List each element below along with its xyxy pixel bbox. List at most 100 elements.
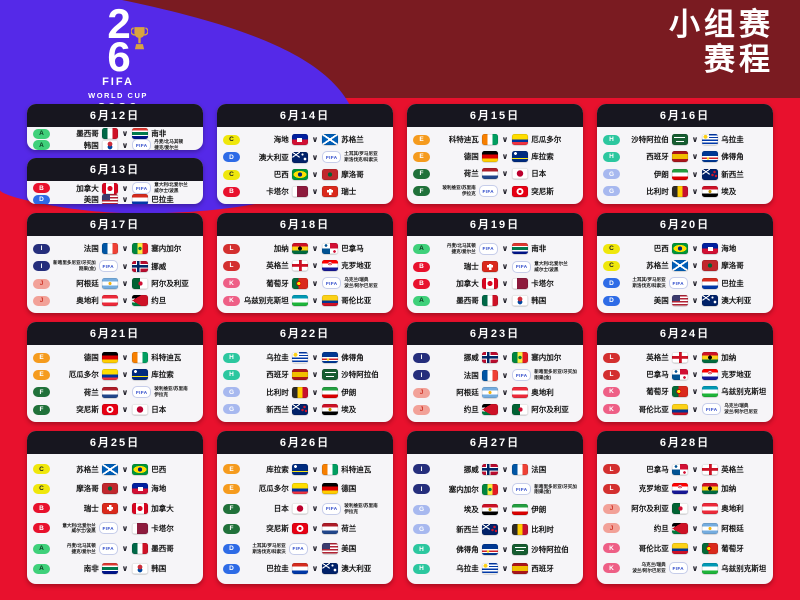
match-row: E 厄瓜多尔 ∨ 库拉索 [33,369,197,380]
group-badge: F [223,523,240,534]
logo-digit-6: 6 [107,32,130,80]
vs-separator: ∨ [121,503,129,513]
team-name: 奥地利 [721,504,744,514]
home-side: 葡萄牙 [623,386,688,397]
team-flag [702,463,719,475]
match-row: G 新西兰 ∨ 埃及 [223,403,387,415]
home-side: 佛得角 [433,543,498,555]
team-flag [671,243,688,254]
team-flag [512,243,529,255]
date-header: 6月25日 [27,431,203,454]
group-badge: G [223,387,240,398]
group-badge: C [33,464,50,475]
group-badge: I [413,352,430,363]
team-flag [481,168,498,179]
home-side: 澳大利亚 [243,151,308,163]
away-side: 瑞士 [322,186,387,197]
home-side: 挪威 [433,352,498,363]
match-row: D 土耳其/罗马尼亚 斯洛伐克/科索沃 FIFA ∨ 美国 [223,542,387,555]
away-side: 巴拉圭 [702,277,767,289]
team-flag [291,134,308,145]
vs-separator: ∨ [691,370,699,379]
home-side: 乌克兰/瑞典 波兰/阿尔巴尼亚 FIFA [623,562,688,575]
playoff-text: 土耳其/罗马尼亚 斯洛伐克/科索沃 [252,543,286,554]
vs-separator: ∨ [691,353,699,362]
match-row: L 巴拿马 ∨ 克罗地亚 [603,369,767,380]
match-row: A 南非 ∨ 韩国 [33,563,197,575]
vs-separator: ∨ [121,279,129,288]
team-name: 乌兹别克斯坦 [243,296,289,305]
card-stack: 6月12日 A 墨西哥 ∨ 南非 A 韩国 ∨ FIFA 丹麦/北马其顿 捷克/爱尔兰 6月13日 B 加… [27,104,203,204]
team-flag [132,563,149,575]
vs-separator: ∨ [691,296,699,305]
team-name: 加纳 [273,244,289,253]
match-row: D 土耳其/罗马尼亚 斯洛伐克/科索沃 FIFA ∨ 巴拉圭 [603,277,767,289]
vs-separator: ∨ [691,504,699,514]
away-side: 美国 [322,543,387,555]
team-flag [101,404,118,415]
team-flag [101,463,118,475]
group-badge: K [603,563,620,574]
vs-separator: ∨ [691,563,699,573]
away-side: 乌兹别克斯坦 [702,386,767,397]
card-body: L 英格兰 ∨ 加纳 L 巴拿马 ∨ 克罗地亚 K 葡萄牙 ∨ 乌兹别克斯坦 K 哥伦比亚 ∨ FIFA 乌克兰… [597,345,773,422]
group-badge: J [33,278,50,289]
match-row: G 埃及 ∨ 伊朗 [413,504,577,516]
team-name: 新西兰 [266,404,289,414]
team-name: 厄瓜多尔 [68,370,99,379]
team-flag [481,523,498,535]
date-card: 6月23日 I 挪威 ∨ 塞内加尔 I 法国 ∨ FIFA 新喀里多尼亚/牙买加 刚果(金) J 阿根廷… [407,322,583,422]
away-side: 埃及 [322,403,387,415]
team-flag [291,243,308,254]
date-header: 6月27日 [407,431,583,454]
playoff-text: 乌克兰/瑞典 波兰/阿尔巴尼亚 [344,277,378,288]
vs-separator: ∨ [691,186,699,196]
away-side: 韩国 [512,295,577,307]
home-side: 新喀里多尼亚/牙买加 刚果(金) FIFA [53,260,118,272]
playoff-text: 意大利/北爱尔兰 威尔士/波黑 [154,182,188,193]
match-row: J 阿根廷 ∨ 奥地利 [413,387,577,398]
team-flag [481,295,498,307]
vs-separator: ∨ [691,464,699,474]
away-side: 奥地利 [512,387,577,398]
team-name: 摩洛哥 [721,261,744,270]
vs-separator: ∨ [121,183,129,193]
home-side: 库拉索 [243,463,308,475]
team-flag [702,185,719,197]
team-name: 埃及 [341,404,357,414]
card-body: I 挪威 ∨ 法国 I 塞内加尔 ∨ FIFA 新喀里多尼亚/牙买加 刚果(金) G 埃及 ∨ 伊朗 G 新西… [407,454,583,584]
home-side: 克罗地亚 [623,483,688,495]
team-flag [671,463,688,475]
group-badge: E [413,151,430,162]
away-side: 西班牙 [512,563,577,575]
away-side: 德国 [322,483,387,495]
team-name: 巴拿马 [646,370,669,379]
team-flag [702,522,719,534]
fifa-playoff-badge: FIFA [668,562,688,575]
card-body: C 海地 ∨ 苏格兰 D 澳大利亚 ∨ FIFA 土耳其/罗马尼亚 斯洛伐克/科索沃 C 巴西 ∨ 摩洛哥… [217,127,393,204]
vs-separator: ∨ [311,296,319,305]
team-flag [512,463,529,475]
vs-separator: ∨ [501,524,509,534]
team-flag [291,352,308,364]
group-badge: D [33,194,50,204]
match-row: E 厄瓜多尔 ∨ 德国 [223,483,387,495]
card-body: A 丹麦/北马其顿 捷克/爱尔兰 FIFA ∨ 南非 B 瑞士 ∨ FIFA 意大利/北爱尔兰 威尔士… [407,236,583,313]
home-side: 巴拿马 [623,463,688,475]
team-flag [101,128,118,139]
date-header: 6月12日 [27,104,203,127]
team-flag [702,151,719,163]
team-name: 南非 [83,564,99,574]
away-side: 佛得角 [702,151,767,163]
playoff-text: 玻利维亚/苏里南 伊拉克 [344,502,378,514]
away-side: 科特迪瓦 [322,463,387,475]
away-side: 厄瓜多尔 [512,134,577,145]
card-body: C 苏格兰 ∨ 巴西 C 摩洛哥 ∨ 海地 B 瑞士 ∨ 加拿大 B 意大利/北爱尔兰 威尔士/波黑 FIFA… [27,454,203,584]
match-row: G 伊朗 ∨ 新西兰 [603,168,767,180]
vs-separator: ∨ [121,464,129,474]
match-row: A 韩国 ∨ FIFA 丹麦/北马其顿 捷克/爱尔兰 [33,139,197,150]
title-line-1: 小组赛 [669,7,774,42]
team-flag [322,386,339,398]
playoff-text: 新喀里多尼亚/牙买加 刚果(金) [534,483,577,495]
home-side: 比利时 [623,185,688,197]
